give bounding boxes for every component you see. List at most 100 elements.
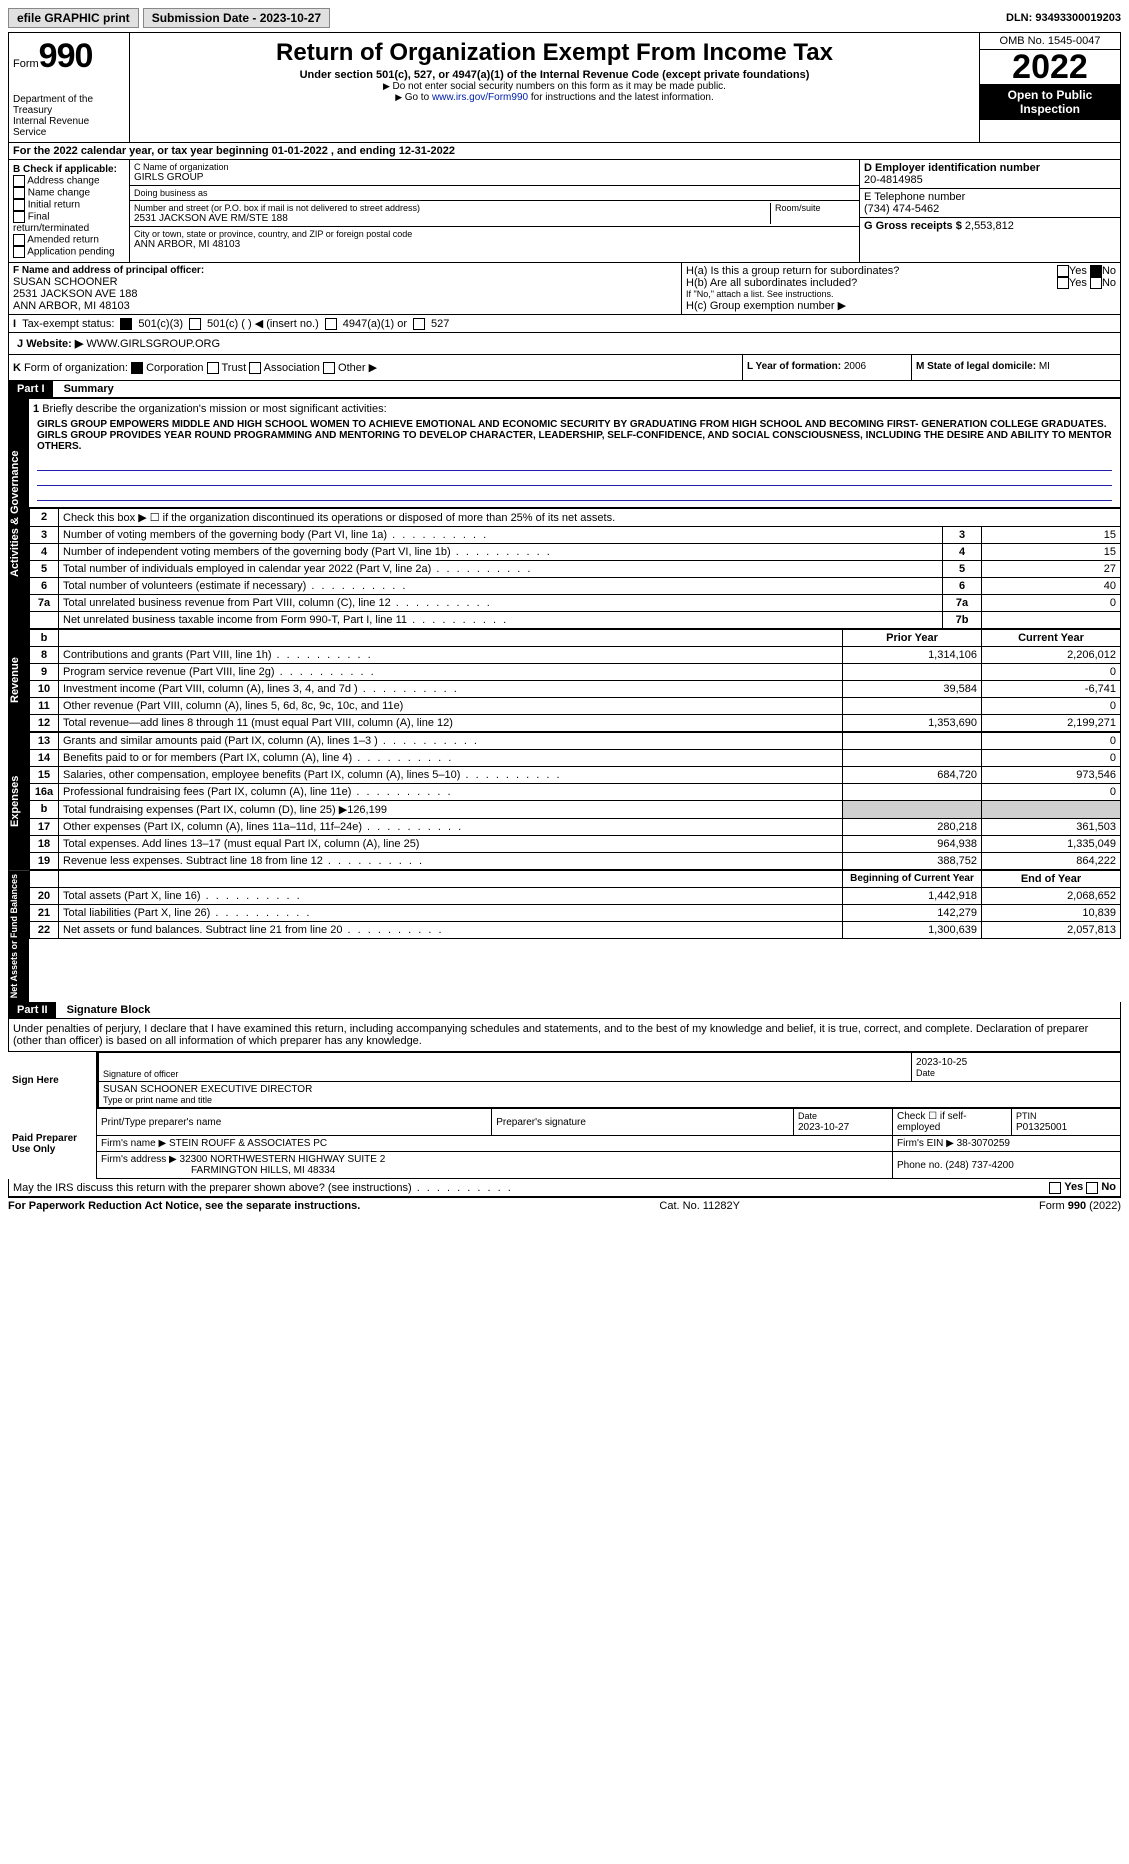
gov-table: 2Check this box ▶ ☐ if the organization … [29, 508, 1121, 629]
faddr-lbl: Firm's address ▶ [101, 1154, 177, 1165]
irs-link[interactable]: www.irs.gov/Form990 [432, 92, 528, 103]
yes-txt2: Yes [1069, 277, 1087, 289]
k-lbl: Form of organization: [24, 362, 128, 374]
line-j: J Website: ▶ WWW.GIRLSGROUP.ORG [8, 333, 1121, 355]
name-lbl: C Name of organization [134, 162, 855, 172]
klm-row: K Form of organization: Corporation Trus… [8, 355, 1121, 381]
part1-header: Part I Summary [8, 381, 1121, 398]
pname-lbl: Print/Type preparer's name [97, 1109, 492, 1136]
table-row: bTotal fundraising expenses (Part IX, co… [30, 801, 1121, 819]
table-row: Net unrelated business taxable income fr… [30, 612, 1121, 629]
faddr2: FARMINGTON HILLS, MI 48334 [101, 1165, 335, 1176]
note-ssn: Do not enter social security numbers on … [134, 81, 975, 92]
cb-corp[interactable] [131, 362, 143, 374]
cb-501c[interactable] [189, 318, 201, 330]
cb-4947[interactable] [325, 318, 337, 330]
cb-final[interactable]: Final return/terminated [13, 211, 125, 234]
submission-date: Submission Date - 2023-10-27 [143, 8, 330, 28]
firm-lbl: Firm's name ▶ [101, 1138, 166, 1149]
rev-section: Revenue bPrior YearCurrent Year 8Contrib… [8, 629, 1121, 732]
note2-post: for instructions and the latest informat… [528, 92, 714, 103]
phone-val: (734) 474-5462 [864, 203, 1116, 215]
dba-lbl: Doing business as [134, 188, 855, 198]
discuss-yes[interactable] [1049, 1182, 1061, 1194]
cb-pending[interactable]: Application pending [13, 246, 125, 258]
fein-val: 38-3070259 [957, 1138, 1010, 1149]
form-id-box: Form990 Department of the Treasury Inter… [9, 33, 130, 142]
beg-hdr: Beginning of Current Year [843, 871, 982, 888]
cb-initial[interactable]: Initial return [13, 199, 125, 211]
cb-other[interactable] [323, 362, 335, 374]
table-row: 21Total liabilities (Part X, line 26)142… [30, 905, 1121, 922]
street-lbl: Number and street (or P.O. box if mail i… [134, 203, 770, 213]
footer-left: For Paperwork Reduction Act Notice, see … [8, 1200, 360, 1212]
table-row: 3Number of voting members of the governi… [30, 527, 1121, 544]
table-row: 10Investment income (Part VIII, column (… [30, 681, 1121, 698]
ha-yes[interactable] [1057, 265, 1069, 277]
right-box: OMB No. 1545-0047 2022 Open to Public In… [980, 33, 1120, 142]
pdate-val: 2023-10-27 [798, 1122, 849, 1133]
header: Form990 Department of the Treasury Inter… [8, 32, 1121, 143]
cb-name[interactable]: Name change [13, 187, 125, 199]
table-row: 11Other revenue (Part VIII, column (A), … [30, 698, 1121, 715]
ein-val: 20-4814985 [864, 174, 1116, 186]
l-val: 2006 [844, 361, 866, 372]
sig-lbl: Signature of officer [103, 1069, 907, 1079]
hb-yes[interactable] [1057, 277, 1069, 289]
table-row: 22Net assets or fund balances. Subtract … [30, 922, 1121, 939]
dln: DLN: 93493300019203 [1006, 12, 1121, 24]
part2-num: Part II [9, 1002, 56, 1018]
net-section: Net Assets or Fund Balances Beginning of… [8, 870, 1121, 1002]
exp-table: 13Grants and similar amounts paid (Part … [29, 732, 1121, 870]
fein-lbl: Firm's EIN ▶ [897, 1138, 954, 1149]
cb-501c3[interactable] [120, 318, 132, 330]
m-state: M State of legal domicile: MI [912, 355, 1120, 380]
fphone-val: (248) 737-4200 [945, 1160, 1013, 1171]
side-expenses: Expenses [9, 732, 29, 870]
ha-lbl: H(a) Is this a group return for subordin… [686, 265, 899, 277]
mission-num: 1 [33, 403, 39, 415]
table-row: 7aTotal unrelated business revenue from … [30, 595, 1121, 612]
table-row: 16aProfessional fundraising fees (Part I… [30, 784, 1121, 801]
sign-here-table: Sign Here Signature of officer 2023-10-2… [8, 1052, 1121, 1108]
hb-no[interactable] [1090, 277, 1102, 289]
cb-assoc[interactable] [249, 362, 261, 374]
ha-no[interactable] [1090, 265, 1102, 277]
discuss-no[interactable] [1086, 1182, 1098, 1194]
website-val: WWW.GIRLSGROUP.ORG [86, 338, 220, 350]
m-val: MI [1039, 361, 1050, 372]
street-val: 2531 JACKSON AVE RM/STE 188 [134, 213, 770, 224]
fgh-row: F Name and address of principal officer:… [8, 263, 1121, 315]
table-row: bPrior YearCurrent Year [30, 630, 1121, 647]
cb-527[interactable] [413, 318, 425, 330]
note-link: Go to www.irs.gov/Form990 for instructio… [134, 92, 975, 103]
table-row: 6Total number of volunteers (estimate if… [30, 578, 1121, 595]
sign-date: 2023-10-25 [916, 1057, 1116, 1068]
efile-btn[interactable]: efile GRAPHIC print [8, 8, 139, 28]
table-row: 17Other expenses (Part IX, column (A), l… [30, 819, 1121, 836]
line-i: ITax-exempt status: 501(c)(3) 501(c) ( )… [8, 315, 1121, 333]
footer-right: Form 990 (2022) [1039, 1200, 1121, 1212]
curr-hdr: Current Year [982, 630, 1121, 647]
cb-amended[interactable]: Amended return [13, 234, 125, 246]
side-netassets: Net Assets or Fund Balances [9, 870, 29, 1002]
l-year: L Year of formation: 2006 [743, 355, 912, 380]
cb-trust[interactable] [207, 362, 219, 374]
org-name: GIRLS GROUP [134, 172, 855, 183]
k-form-org: K Form of organization: Corporation Trus… [9, 355, 743, 380]
mission-lbl: Briefly describe the organization's miss… [42, 403, 386, 415]
part1-title: Summary [56, 383, 114, 395]
declaration: Under penalties of perjury, I declare th… [8, 1019, 1121, 1052]
table-row: Beginning of Current YearEnd of Year [30, 871, 1121, 888]
signer-name-lbl: Type or print name and title [103, 1095, 1116, 1105]
city-val: ANN ARBOR, MI 48103 [134, 239, 855, 250]
ein-lbl: D Employer identification number [864, 162, 1116, 174]
officer-name: SUSAN SCHOONER [13, 276, 677, 288]
i-4947: 4947(a)(1) or [343, 318, 407, 330]
part1-num: Part I [9, 381, 53, 397]
table-row: 13Grants and similar amounts paid (Part … [30, 733, 1121, 750]
row-a-period: For the 2022 calendar year, or tax year … [8, 143, 1121, 160]
cb-address[interactable]: Address change [13, 175, 125, 187]
table-row: 8Contributions and grants (Part VIII, li… [30, 647, 1121, 664]
pdate-lbl: Date [798, 1111, 817, 1121]
